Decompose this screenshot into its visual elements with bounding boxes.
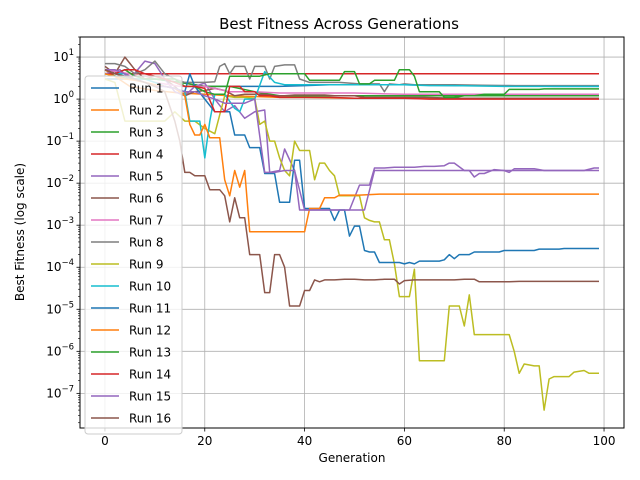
- legend-label: Run 13: [129, 346, 171, 360]
- y-tick-base: 10: [46, 134, 61, 148]
- x-tick-label: 20: [197, 434, 212, 448]
- legend-label: Run 10: [129, 280, 171, 294]
- legend-label: Run 6: [129, 192, 163, 206]
- y-tick-base: 10: [53, 50, 68, 64]
- y-tick-base: 10: [53, 92, 68, 106]
- y-tick-exponent: 1: [69, 48, 74, 58]
- chart-title: Best Fitness Across Generations: [219, 15, 459, 33]
- y-axis-label: Best Fitness (log scale): [13, 163, 27, 301]
- axis-ticks: 0 20 40 60 80 10010−710−610−510−410−310−210−1…: [46, 36, 616, 448]
- legend-label: Run 2: [129, 104, 163, 118]
- y-tick-label: 101: [53, 48, 74, 64]
- x-tick-label: 0: [101, 434, 109, 448]
- series-line-run-16: [104, 69, 599, 307]
- x-tick-label: 80: [497, 434, 512, 448]
- y-tick-exponent: −3: [61, 216, 74, 226]
- y-tick-exponent: −7: [61, 384, 74, 394]
- x-axis-label: Generation: [319, 451, 386, 465]
- legend-label: Run 7: [129, 214, 163, 228]
- series-lines: [104, 56, 599, 411]
- y-tick-base: 10: [46, 344, 61, 358]
- y-tick-label: 10−7: [46, 384, 74, 400]
- legend-label: Run 5: [129, 170, 163, 184]
- legend: Run 1 Run 2 Run 3 Run 4 Run 5 Run 6 Run 7 Run 8…: [84, 75, 183, 435]
- legend-box: [84, 75, 183, 435]
- legend-label: Run 12: [129, 324, 171, 338]
- x-tick-label: 40: [297, 434, 312, 448]
- legend-label: Run 1: [129, 82, 163, 96]
- legend-label: Run 16: [129, 412, 171, 426]
- y-tick-base: 10: [46, 260, 61, 274]
- legend-label: Run 4: [129, 148, 163, 162]
- y-tick-base: 10: [46, 176, 61, 190]
- legend-label: Run 3: [129, 126, 163, 140]
- series-line-run-5: [104, 60, 599, 211]
- y-tick-label: 10−1: [46, 132, 74, 148]
- y-tick-label: 10−2: [46, 174, 74, 190]
- legend-label: Run 9: [129, 258, 163, 272]
- y-tick-base: 10: [46, 302, 61, 316]
- y-tick-label: 10−6: [46, 342, 74, 358]
- series-line-run-13: [104, 68, 599, 99]
- legend-label: Run 14: [129, 368, 171, 382]
- legend-label: Run 15: [129, 390, 171, 404]
- legend-label: Run 11: [129, 302, 171, 316]
- y-tick-base: 10: [46, 218, 61, 232]
- y-tick-exponent: −6: [61, 342, 74, 352]
- x-tick-label: 60: [397, 434, 412, 448]
- plot-frame: [79, 36, 625, 429]
- y-tick-base: 10: [46, 386, 61, 400]
- y-tick-exponent: −4: [61, 258, 74, 268]
- x-tick-label: 100: [593, 434, 616, 448]
- legend-label: Run 8: [129, 236, 163, 250]
- y-tick-label: 100: [53, 90, 74, 106]
- y-tick-exponent: −2: [61, 174, 74, 184]
- y-tick-label: 10−4: [46, 258, 74, 274]
- y-tick-exponent: −5: [61, 300, 74, 310]
- y-tick-exponent: 0: [69, 90, 74, 100]
- y-tick-exponent: −1: [61, 132, 74, 142]
- y-tick-label: 10−5: [46, 300, 74, 316]
- y-tick-label: 10−3: [46, 216, 74, 232]
- series-line-run-11: [104, 69, 599, 265]
